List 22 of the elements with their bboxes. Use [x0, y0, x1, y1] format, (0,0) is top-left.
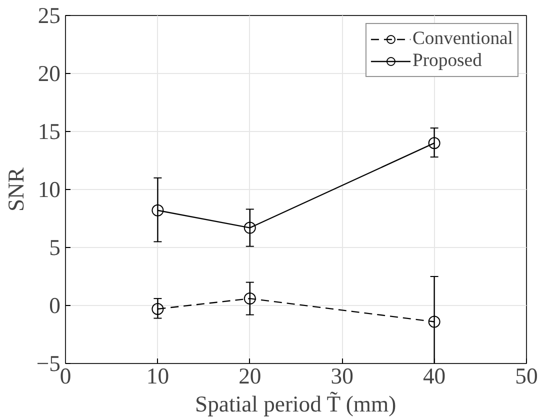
legend-label: Proposed	[412, 50, 482, 72]
y-tick-label: 5	[49, 235, 60, 260]
x-tick-label: 40	[422, 364, 446, 388]
y-tick-label: 20	[38, 61, 60, 86]
x-tick-label: 30	[330, 364, 354, 388]
x-tick-label: 50	[515, 364, 538, 388]
y-tick-label: 0	[49, 293, 60, 318]
point	[428, 137, 440, 150]
y-tick-label: 15	[38, 119, 60, 144]
x-axis-title: Spatial period T̃ (mm)	[195, 391, 396, 416]
point	[152, 302, 164, 315]
point	[152, 204, 164, 216]
legend-label: Conventional	[412, 28, 513, 50]
x-tick-label: 10	[146, 364, 170, 388]
y-axis-title: SNR	[3, 166, 28, 212]
point	[428, 316, 440, 328]
y-tick-label: 10	[38, 177, 60, 202]
x-tick-label: 20	[238, 364, 262, 388]
y-tick-label: 25	[38, 3, 60, 28]
point	[244, 222, 256, 234]
point	[244, 292, 256, 305]
y-tick-label: −5	[36, 351, 61, 376]
